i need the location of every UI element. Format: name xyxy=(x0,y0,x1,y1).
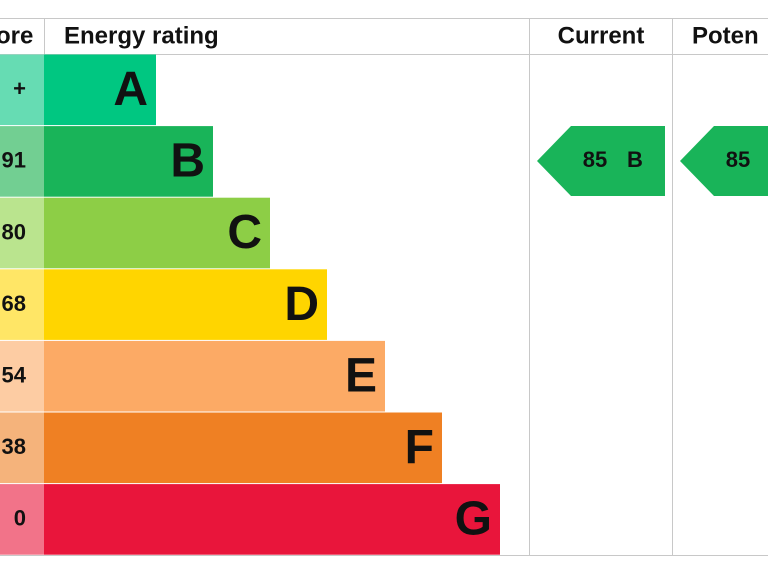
rating-header: Energy rating xyxy=(64,22,219,49)
current-arrow xyxy=(537,126,665,196)
band-bar xyxy=(44,412,442,484)
band-bar xyxy=(44,269,327,340)
band-letter: B xyxy=(170,135,205,188)
band-letter: G xyxy=(455,493,492,546)
potential-header: Poten xyxy=(692,22,759,49)
band-letter: C xyxy=(227,206,262,259)
band-bar xyxy=(44,54,156,126)
score-label: 91 xyxy=(2,148,26,173)
score-cell xyxy=(0,340,44,412)
score-cell xyxy=(0,484,44,555)
band-letter: E xyxy=(345,349,377,402)
current-band: B xyxy=(627,147,643,172)
current-value: 85 xyxy=(583,147,607,172)
score-header: ore xyxy=(0,22,33,49)
band-letter: D xyxy=(284,278,319,331)
potential-arrow xyxy=(680,126,768,196)
score-cell xyxy=(0,412,44,484)
score-cell xyxy=(0,197,44,269)
band-bar xyxy=(44,126,213,197)
band-bar xyxy=(44,484,500,555)
score-label: 54 xyxy=(2,363,27,388)
score-label: 0 xyxy=(14,506,26,531)
band-letter: F xyxy=(405,421,434,474)
score-label: + xyxy=(13,76,26,101)
score-label: 68 xyxy=(2,291,26,316)
score-cell xyxy=(0,269,44,340)
score-cell xyxy=(0,126,44,197)
potential-value: 85 xyxy=(726,147,750,172)
score-cell xyxy=(0,54,44,126)
band-bar xyxy=(44,197,270,269)
band-letter: A xyxy=(113,63,148,116)
band-bar xyxy=(44,340,385,412)
score-label: 38 xyxy=(2,434,26,459)
score-label: 80 xyxy=(2,219,26,244)
current-header: Current xyxy=(558,22,645,49)
